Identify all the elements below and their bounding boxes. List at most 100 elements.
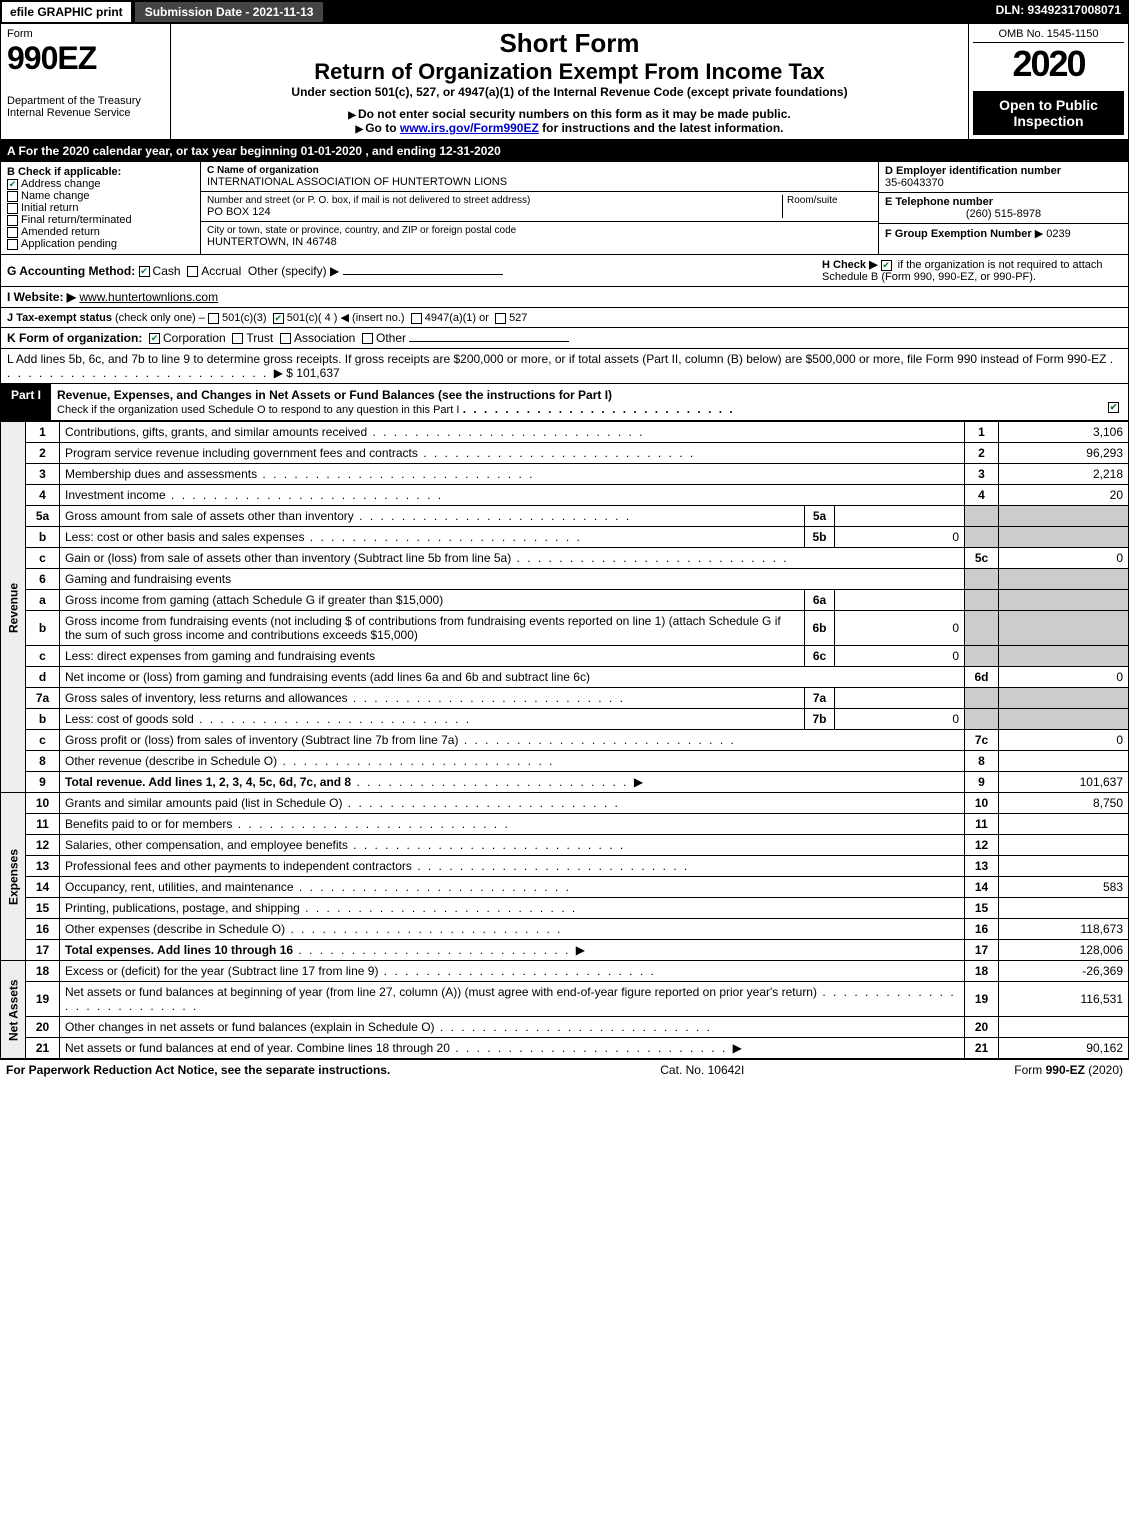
- line-col: 13: [965, 856, 999, 877]
- line-g-h: G Accounting Method: Cash Accrual Other …: [0, 255, 1129, 287]
- line-k: K Form of organization: Corporation Trus…: [0, 328, 1129, 349]
- line-i: I Website: ▶ www.huntertownlions.com: [0, 287, 1129, 308]
- checkbox-icon[interactable]: [411, 313, 422, 324]
- phone-label: E Telephone number: [885, 196, 1122, 208]
- checkbox-icon[interactable]: [1108, 402, 1119, 413]
- arrow-icon: [274, 366, 283, 380]
- org-addr-row: Number and street (or P. O. box, if mail…: [201, 192, 878, 222]
- line-amount: 583: [999, 877, 1129, 898]
- line-desc: Other expenses (describe in Schedule O): [65, 922, 285, 936]
- grey-cell: [999, 611, 1129, 646]
- line-col: 21: [965, 1038, 999, 1059]
- line-desc: Total revenue. Add lines 1, 2, 3, 4, 5c,…: [65, 775, 351, 789]
- form-label: Form: [7, 28, 164, 40]
- goto-line: Go to www.irs.gov/Form990EZ for instruct…: [179, 121, 960, 135]
- table-row: 15Printing, publications, postage, and s…: [1, 898, 1129, 919]
- line-num: 21: [26, 1038, 60, 1059]
- arrow-icon: [576, 943, 585, 957]
- mini-col: 5a: [805, 506, 835, 527]
- efile-print-button[interactable]: efile GRAPHIC print: [0, 0, 133, 24]
- k-other-input[interactable]: [409, 341, 569, 342]
- table-row: 14Occupancy, rent, utilities, and mainte…: [1, 877, 1129, 898]
- chk-name-change[interactable]: Name change: [7, 190, 194, 202]
- line-num: b: [26, 709, 60, 730]
- expenses-section-label: Expenses: [1, 793, 26, 961]
- line-desc: Gross profit or (loss) from sales of inv…: [65, 733, 458, 747]
- chk-address-change[interactable]: Address change: [7, 178, 194, 190]
- checkbox-icon[interactable]: [232, 333, 243, 344]
- footer-right-pre: Form: [1014, 1063, 1045, 1077]
- submission-date-button[interactable]: Submission Date - 2021-11-13: [133, 0, 326, 24]
- dept-treasury: Department of the Treasury: [7, 95, 164, 107]
- line-desc: Less: cost or other basis and sales expe…: [65, 530, 304, 544]
- grey-cell: [965, 506, 999, 527]
- checkbox-icon[interactable]: [881, 260, 892, 271]
- dots: [304, 530, 581, 544]
- line-col: 18: [965, 961, 999, 982]
- l-amount: $ 101,637: [286, 366, 339, 380]
- table-row: 13Professional fees and other payments t…: [1, 856, 1129, 877]
- k-other: Other: [376, 331, 406, 345]
- l-text: L Add lines 5b, 6c, and 7b to line 9 to …: [7, 352, 1106, 366]
- j-501c: 501(c)( 4 ) ◀ (insert no.): [287, 312, 405, 324]
- checkbox-icon: [7, 179, 18, 190]
- irs-link[interactable]: www.irs.gov/Form990EZ: [400, 121, 539, 135]
- line-num: 2: [26, 443, 60, 464]
- website-link[interactable]: www.huntertownlions.com: [79, 290, 218, 304]
- checkbox-icon[interactable]: [280, 333, 291, 344]
- checkbox-icon[interactable]: [149, 333, 160, 344]
- table-row: 8Other revenue (describe in Schedule O)8: [1, 751, 1129, 772]
- line-desc: Total expenses. Add lines 10 through 16: [65, 943, 293, 957]
- part1-title: Revenue, Expenses, and Changes in Net As…: [57, 388, 612, 402]
- chk-application-pending[interactable]: Application pending: [7, 238, 194, 250]
- checkbox-icon[interactable]: [208, 313, 219, 324]
- line-desc: Gain or (loss) from sale of assets other…: [65, 551, 511, 565]
- line-desc: Investment income: [65, 488, 166, 502]
- entity-block: B Check if applicable: Address change Na…: [0, 162, 1129, 255]
- grey-cell: [965, 709, 999, 730]
- chk-initial-return[interactable]: Initial return: [7, 202, 194, 214]
- line-col: 11: [965, 814, 999, 835]
- line-desc: Contributions, gifts, grants, and simila…: [65, 425, 367, 439]
- g-other-input[interactable]: [343, 274, 503, 275]
- line-desc: Program service revenue including govern…: [65, 446, 418, 460]
- org-name-label: C Name of organization: [207, 165, 872, 176]
- line-num: c: [26, 548, 60, 569]
- h-label: H Check ▶: [822, 259, 878, 271]
- line-num: b: [26, 527, 60, 548]
- box-b: B Check if applicable: Address change Na…: [1, 162, 201, 254]
- line-num: 15: [26, 898, 60, 919]
- box-b-label: B Check if applicable:: [7, 166, 194, 178]
- dots: [458, 733, 735, 747]
- dept-irs: Internal Revenue Service: [7, 107, 164, 119]
- table-row: 20Other changes in net assets or fund ba…: [1, 1017, 1129, 1038]
- chk-amended-return[interactable]: Amended return: [7, 226, 194, 238]
- grey-cell: [965, 590, 999, 611]
- checkbox-icon: [7, 203, 18, 214]
- checkbox-icon[interactable]: [495, 313, 506, 324]
- box-c: C Name of organization INTERNATIONAL ASS…: [201, 162, 878, 254]
- table-row: Revenue 1Contributions, gifts, grants, a…: [1, 422, 1129, 443]
- table-row: 17Total expenses. Add lines 10 through 1…: [1, 940, 1129, 961]
- k-trust: Trust: [246, 331, 273, 345]
- dots: [418, 446, 695, 460]
- line-col: 1: [965, 422, 999, 443]
- dots: [166, 488, 443, 502]
- chk-label: Name change: [21, 190, 90, 202]
- tax-year: 2020: [973, 43, 1124, 85]
- line-desc: Benefits paid to or for members: [65, 817, 232, 831]
- j-note: (check only one) –: [115, 312, 205, 324]
- line-col: 5c: [965, 548, 999, 569]
- checkbox-icon[interactable]: [273, 313, 284, 324]
- line-col: 8: [965, 751, 999, 772]
- line-amount: [999, 1017, 1129, 1038]
- checkbox-icon[interactable]: [362, 333, 373, 344]
- line-desc: Net assets or fund balances at end of ye…: [65, 1041, 450, 1055]
- chk-final-return[interactable]: Final return/terminated: [7, 214, 194, 226]
- mini-val: 0: [835, 611, 965, 646]
- checkbox-icon[interactable]: [187, 266, 198, 277]
- line-amount: [999, 898, 1129, 919]
- dots: [194, 712, 471, 726]
- table-row: cGross profit or (loss) from sales of in…: [1, 730, 1129, 751]
- checkbox-icon[interactable]: [139, 266, 150, 277]
